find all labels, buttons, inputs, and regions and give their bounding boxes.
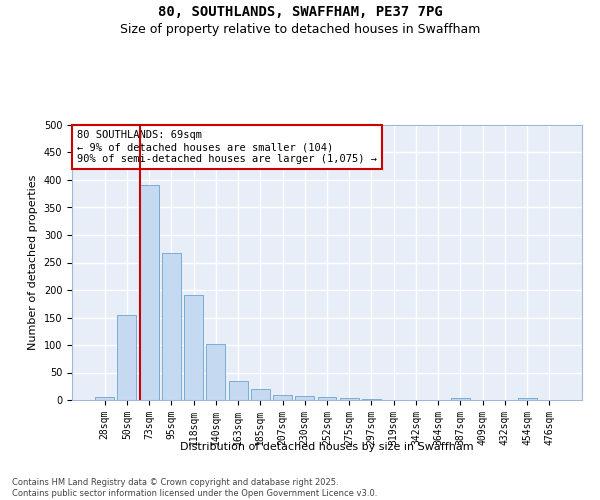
Bar: [362, 399, 381, 400]
Bar: [295, 396, 314, 400]
Bar: [251, 389, 270, 400]
Bar: [206, 344, 225, 400]
Text: Size of property relative to detached houses in Swaffham: Size of property relative to detached ho…: [120, 22, 480, 36]
Bar: [518, 398, 536, 400]
Bar: [184, 295, 203, 400]
Bar: [273, 394, 292, 400]
Bar: [340, 398, 359, 400]
Bar: [118, 315, 136, 400]
Bar: [95, 396, 114, 400]
Text: 80 SOUTHLANDS: 69sqm
← 9% of detached houses are smaller (104)
90% of semi-detac: 80 SOUTHLANDS: 69sqm ← 9% of detached ho…: [77, 130, 377, 164]
Text: Distribution of detached houses by size in Swaffham: Distribution of detached houses by size …: [180, 442, 474, 452]
Y-axis label: Number of detached properties: Number of detached properties: [28, 175, 38, 350]
Bar: [140, 186, 158, 400]
Text: 80, SOUTHLANDS, SWAFFHAM, PE37 7PG: 80, SOUTHLANDS, SWAFFHAM, PE37 7PG: [158, 5, 442, 19]
Bar: [162, 253, 181, 400]
Bar: [451, 398, 470, 400]
Bar: [317, 397, 337, 400]
Bar: [229, 381, 248, 400]
Text: Contains HM Land Registry data © Crown copyright and database right 2025.
Contai: Contains HM Land Registry data © Crown c…: [12, 478, 377, 498]
